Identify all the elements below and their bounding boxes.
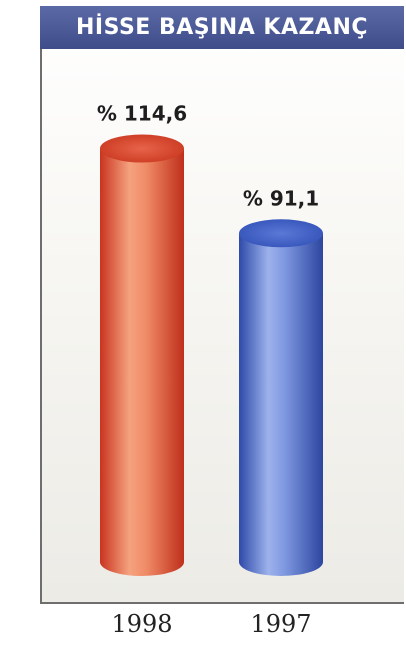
value-label-1997: % 91,1 — [243, 186, 319, 210]
category-label-1998: 1998 — [111, 610, 172, 638]
title-bar: HİSSE BAŞINA KAZANÇ — [40, 6, 404, 49]
bar-body-1997 — [239, 233, 323, 576]
bar-top-1998 — [100, 134, 184, 163]
bar-1998: % 114,6 1998 — [97, 102, 187, 638]
value-label-1998: % 114,6 — [97, 102, 187, 126]
chart-title: HİSSE BAŞINA KAZANÇ — [75, 15, 369, 40]
bar-top-1997 — [239, 219, 323, 248]
bar-1997: % 91,1 1997 — [239, 186, 323, 638]
category-label-1997: 1997 — [250, 610, 311, 638]
bar-body-1998 — [100, 148, 184, 576]
